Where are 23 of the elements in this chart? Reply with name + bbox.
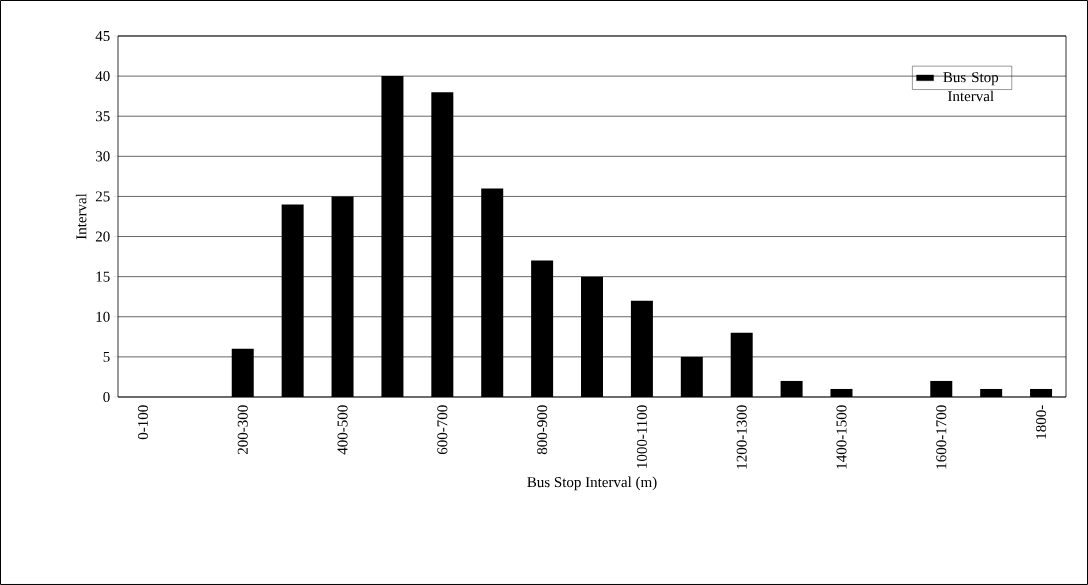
y-tick-label: 5 (103, 351, 110, 362)
y-tick-label: 0 (103, 391, 110, 403)
y-tick-label: 35 (95, 111, 110, 122)
legend-label: Bus Stop Interval (943, 72, 999, 102)
x-tick-label: 200-300 (237, 405, 248, 455)
y-tick-label: 10 (96, 311, 110, 322)
x-tick-label: 800-900 (537, 405, 548, 455)
x-tick-label: 1600-1700 (936, 405, 947, 469)
x-tick-label: 400-500 (337, 405, 348, 455)
y-tick-label: 30 (95, 151, 110, 162)
y-tick-label: 45 (95, 30, 110, 41)
x-tick-label: 1000-1100 (636, 405, 647, 468)
y-tick-label: 40 (95, 71, 110, 82)
x-tick-label: 1800- (1036, 405, 1047, 439)
y-tick-label: 25 (95, 191, 110, 202)
x-tick-label: 1200-1300 (736, 405, 747, 469)
x-tick-label: 600-700 (437, 405, 448, 455)
y-axis-title: Interval (75, 193, 87, 240)
x-tick-label: 0-100 (137, 405, 149, 440)
y-tick-label: 20 (95, 231, 110, 242)
y-tick-label: 15 (96, 271, 110, 282)
x-tick-label: 1400-1500 (836, 405, 847, 469)
x-axis-title: Bus Stop Interval (m) (527, 476, 657, 491)
